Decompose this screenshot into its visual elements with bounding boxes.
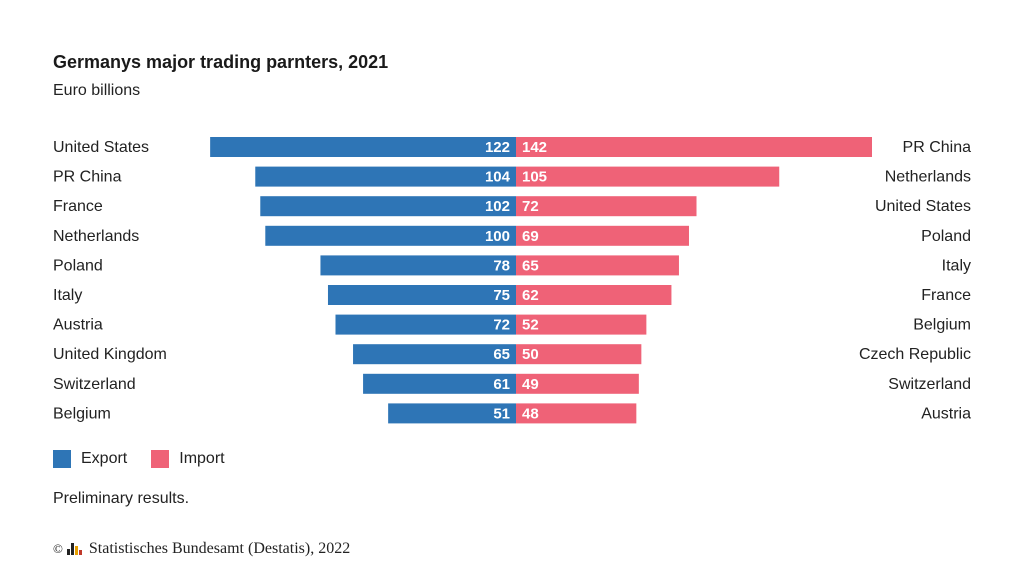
export-category-label: Netherlands: [53, 228, 139, 245]
legend: Export Import: [53, 450, 249, 468]
import-category-label: Netherlands: [885, 169, 971, 186]
import-value-label: 62: [522, 287, 539, 304]
export-category-label: PR China: [53, 169, 122, 186]
source-line: © Statistisches Bundesamt (Destatis), 20…: [53, 540, 350, 558]
export-category-label: United States: [53, 139, 149, 156]
legend-export: Export: [53, 450, 127, 468]
export-bar: [255, 166, 516, 187]
export-bar: [335, 314, 516, 335]
export-value-label: 72: [493, 317, 510, 334]
export-bar: [353, 344, 516, 365]
export-category-label: Austria: [53, 317, 103, 334]
import-category-label: Poland: [921, 228, 971, 245]
destatis-logo-icon: [66, 543, 83, 555]
import-category-label: Czech Republic: [859, 346, 971, 363]
import-category-label: Switzerland: [888, 376, 971, 393]
chart-title: Germanys major trading parnters, 2021: [53, 52, 389, 72]
export-bar: [363, 373, 516, 394]
export-value-label: 104: [485, 169, 511, 186]
export-category-label: United Kingdom: [53, 346, 167, 363]
export-value-label: 102: [485, 198, 510, 215]
export-value-label: 78: [493, 257, 510, 274]
import-bar: [516, 373, 639, 394]
import-category-label: Belgium: [913, 317, 971, 334]
export-category-label: Belgium: [53, 405, 111, 422]
export-bar: [320, 255, 516, 276]
import-value-label: 48: [522, 405, 539, 422]
export-category-label: France: [53, 198, 103, 215]
import-category-label: United States: [875, 198, 971, 215]
export-category-label: Poland: [53, 257, 103, 274]
import-value-label: 142: [522, 139, 547, 156]
export-swatch: [53, 450, 71, 468]
export-value-label: 122: [485, 139, 510, 156]
export-category-label: Italy: [53, 287, 82, 304]
import-bar: [516, 137, 872, 157]
import-bar: [516, 344, 642, 365]
legend-import: Import: [151, 450, 225, 468]
legend-import-label: Import: [179, 450, 225, 467]
import-bar: [516, 314, 647, 335]
export-bar: [327, 285, 516, 305]
export-value-label: 75: [493, 287, 510, 304]
export-value-label: 61: [493, 376, 510, 393]
import-value-label: 72: [522, 198, 539, 215]
export-value-label: 65: [493, 346, 510, 363]
import-value-label: 52: [522, 317, 539, 334]
import-category-label: PR China: [903, 139, 972, 156]
import-value-label: 105: [522, 169, 547, 186]
chart-note: Preliminary results.: [53, 490, 190, 507]
chart-subtitle: Euro billions: [53, 82, 141, 99]
import-value-label: 49: [522, 376, 539, 393]
legend-export-label: Export: [81, 450, 128, 467]
export-bar: [388, 403, 516, 424]
import-value-label: 50: [522, 346, 539, 363]
export-bar: [260, 196, 516, 217]
import-category-label: Italy: [942, 257, 971, 274]
import-bar: [516, 255, 679, 276]
import-bar: [516, 196, 697, 217]
import-bar: [516, 403, 637, 424]
copyright-icon: ©: [53, 541, 63, 556]
export-value-label: 100: [485, 228, 510, 245]
import-value-label: 69: [522, 228, 539, 245]
import-value-label: 65: [522, 257, 539, 274]
import-category-label: France: [921, 287, 971, 304]
source-text: Statistisches Bundesamt (Destatis), 2022: [88, 540, 351, 557]
export-value-label: 51: [493, 405, 510, 422]
import-category-label: Austria: [921, 405, 971, 422]
import-bar: [516, 166, 780, 187]
import-swatch: [151, 450, 170, 468]
import-bar: [516, 285, 672, 305]
export-bar: [210, 137, 516, 157]
import-bar: [516, 225, 689, 246]
export-category-label: Switzerland: [53, 376, 136, 393]
export-bar: [265, 225, 516, 246]
